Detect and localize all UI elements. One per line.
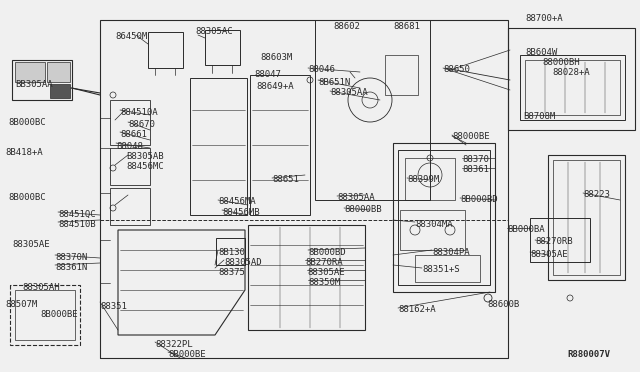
Text: 88305AA: 88305AA — [337, 193, 374, 202]
Text: 88305AE: 88305AE — [307, 268, 344, 277]
Text: 88451QC: 88451QC — [58, 210, 95, 219]
Text: 88670: 88670 — [128, 120, 155, 129]
Text: 88681: 88681 — [393, 22, 420, 31]
Text: B8708M: B8708M — [523, 112, 556, 121]
Text: 88350M: 88350M — [308, 278, 340, 287]
Bar — [100, 20, 508, 358]
Text: 8B651N: 8B651N — [318, 78, 350, 87]
Text: R880007V: R880007V — [567, 350, 610, 359]
Text: 88651: 88651 — [272, 175, 299, 184]
Text: 88270RB: 88270RB — [535, 237, 573, 246]
Text: 88602: 88602 — [333, 22, 360, 31]
Text: 88456MC: 88456MC — [126, 162, 164, 171]
Text: 88649+A: 88649+A — [256, 82, 294, 91]
Text: B8305AB: B8305AB — [126, 152, 164, 161]
Text: 88399M: 88399M — [407, 175, 439, 184]
Polygon shape — [15, 62, 45, 82]
Text: 88456MA: 88456MA — [218, 197, 255, 206]
Text: 8B418+A: 8B418+A — [5, 148, 43, 157]
Text: 88361: 88361 — [462, 165, 489, 174]
Text: 88650: 88650 — [443, 65, 470, 74]
Text: 88507M: 88507M — [5, 300, 37, 309]
Text: 88304PA: 88304PA — [432, 248, 470, 257]
Text: 88028+A: 88028+A — [552, 68, 589, 77]
Text: 8B000BC: 8B000BC — [8, 193, 45, 202]
Text: 88305AH: 88305AH — [22, 283, 60, 292]
Text: 88375: 88375 — [218, 268, 245, 277]
Text: 88370: 88370 — [462, 155, 489, 164]
Text: 88046: 88046 — [308, 65, 335, 74]
Bar — [393, 143, 495, 292]
Text: 88351: 88351 — [100, 302, 127, 311]
Text: 8B000BD: 8B000BD — [460, 195, 498, 204]
Text: 88305AD: 88305AD — [224, 258, 262, 267]
Text: 8B270RA: 8B270RA — [305, 258, 342, 267]
Text: 884510A: 884510A — [120, 108, 157, 117]
Text: 86450M: 86450M — [115, 32, 147, 41]
Text: 88322PL: 88322PL — [155, 340, 193, 349]
Polygon shape — [50, 84, 70, 98]
Text: 88305AE: 88305AE — [12, 240, 50, 249]
Text: 8B130: 8B130 — [218, 248, 245, 257]
Text: 88361N: 88361N — [55, 263, 87, 272]
Text: 88048: 88048 — [116, 142, 143, 151]
Text: 88305AC: 88305AC — [195, 27, 232, 36]
Text: 8B000BC: 8B000BC — [8, 118, 45, 127]
Text: 88047: 88047 — [254, 70, 281, 79]
Text: 88304MA: 88304MA — [415, 220, 452, 229]
Text: 88000BE: 88000BE — [452, 132, 490, 141]
Text: 88305AA: 88305AA — [330, 88, 367, 97]
Text: 88162+A: 88162+A — [398, 305, 436, 314]
Text: 88000BB: 88000BB — [344, 205, 381, 214]
Text: 88661: 88661 — [120, 130, 147, 139]
Text: 88700+A: 88700+A — [525, 14, 563, 23]
Text: 8B000BE: 8B000BE — [168, 350, 205, 359]
Polygon shape — [47, 62, 70, 82]
Text: 88603M: 88603M — [260, 53, 292, 62]
Text: 884510B: 884510B — [58, 220, 95, 229]
Text: 88000BH: 88000BH — [542, 58, 580, 67]
Text: BB305AA: BB305AA — [15, 80, 52, 89]
Text: 8B000BD: 8B000BD — [308, 248, 346, 257]
Text: 8B000BA: 8B000BA — [507, 225, 545, 234]
Text: 88456MB: 88456MB — [222, 208, 260, 217]
Text: 8B000BE: 8B000BE — [40, 310, 77, 319]
Text: 88600B: 88600B — [487, 300, 519, 309]
Text: 88223: 88223 — [583, 190, 610, 199]
Bar — [508, 28, 635, 130]
Bar — [100, 220, 508, 358]
Text: 8B604W: 8B604W — [525, 48, 557, 57]
Text: 88351+S: 88351+S — [422, 265, 460, 274]
Text: 88305AE: 88305AE — [530, 250, 568, 259]
Text: 88370N: 88370N — [55, 253, 87, 262]
